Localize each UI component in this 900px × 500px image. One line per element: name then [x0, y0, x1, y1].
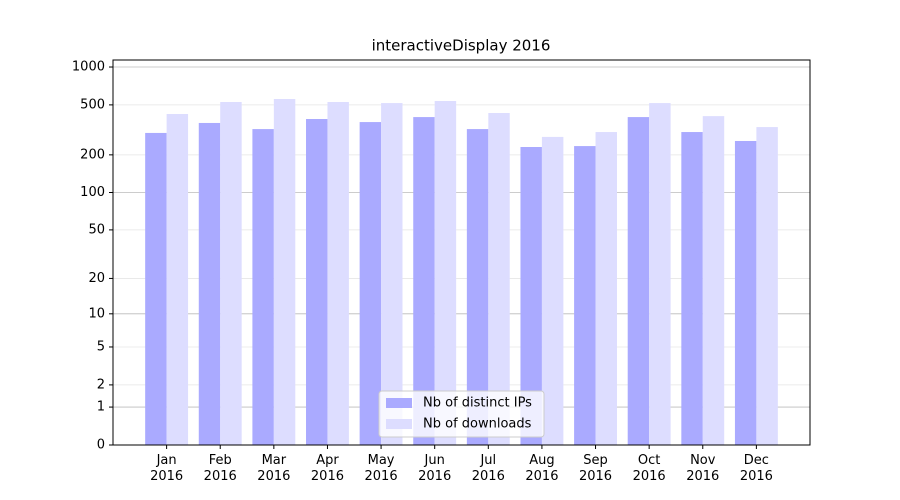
- y-tick-label: 100: [80, 185, 105, 200]
- bar: [434, 100, 457, 445]
- x-tick-label: Nov 2016: [686, 453, 720, 484]
- bar: [649, 103, 671, 445]
- x-tick-label: May 2016: [364, 453, 398, 484]
- plot-frame: [112, 59, 811, 446]
- bar: [166, 114, 189, 446]
- y-tick-label: 1: [97, 400, 105, 415]
- bar: [541, 136, 564, 445]
- bar: [145, 132, 167, 446]
- legend-box: [378, 390, 545, 438]
- bar: [306, 119, 328, 445]
- x-tick-label: Dec 2016: [739, 453, 773, 484]
- bar: [327, 102, 349, 446]
- bar: [756, 127, 778, 445]
- y-tick-label: 2: [97, 377, 105, 392]
- bar: [466, 129, 489, 446]
- bar: [520, 147, 542, 445]
- x-tick-label: Apr 2016: [310, 453, 344, 484]
- bar: [595, 132, 617, 445]
- y-tick-label: 50: [88, 222, 105, 237]
- y-tick-label: 5: [97, 339, 105, 354]
- chart-title: interactiveDisplay 2016: [372, 37, 551, 55]
- bar: [381, 103, 403, 445]
- y-tick-label: 1000: [72, 60, 105, 75]
- bar: [488, 112, 510, 445]
- y-tick-label: 20: [88, 271, 105, 286]
- x-tick-label: Oct 2016: [632, 453, 666, 484]
- x-tick-label: Sep 2016: [578, 453, 613, 484]
- bar: [413, 117, 435, 446]
- bar: [359, 122, 382, 446]
- y-tick-label: 10: [88, 306, 105, 321]
- legend-swatch: [386, 419, 412, 429]
- x-tick-label: Aug 2016: [525, 453, 559, 484]
- bar: [252, 129, 274, 446]
- x-tick-label: Jan 2016: [150, 453, 184, 484]
- x-tick-label: Feb 2016: [203, 453, 237, 484]
- bar: [702, 116, 725, 446]
- bar: [273, 98, 296, 445]
- legend-swatch: [386, 398, 412, 408]
- legend-label: Nb of distinct IPs: [423, 396, 532, 411]
- bar: [734, 140, 757, 445]
- y-tick-label: 0: [97, 438, 105, 453]
- bar: [627, 117, 650, 446]
- x-tick-label: Jul 2016: [471, 453, 505, 484]
- bar: [220, 102, 242, 446]
- x-tick-label: Mar 2016: [257, 453, 291, 484]
- y-tick-label: 200: [80, 147, 105, 162]
- bar: [574, 146, 596, 445]
- x-tick-label: Jun 2016: [418, 453, 452, 484]
- y-tick-label: 500: [80, 97, 105, 112]
- legend-label: Nb of downloads: [423, 417, 532, 432]
- bar: [198, 122, 221, 446]
- bar: [681, 132, 703, 445]
